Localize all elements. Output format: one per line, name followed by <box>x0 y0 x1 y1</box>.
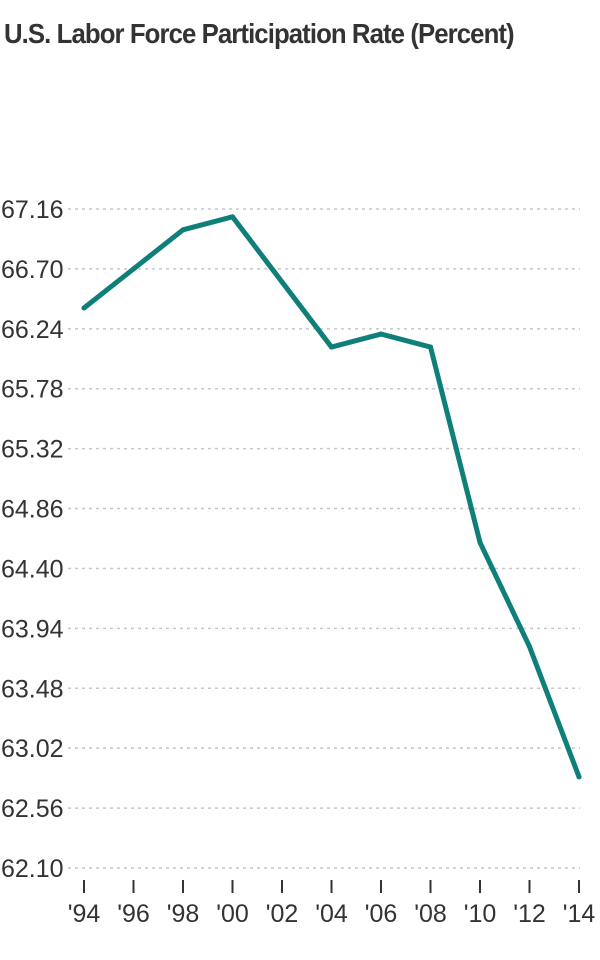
x-tick-label: '12 <box>513 900 546 928</box>
x-tick-label: '02 <box>266 900 299 928</box>
data-point <box>81 305 87 311</box>
data-point <box>428 344 433 350</box>
x-tick-label: '94 <box>68 900 101 928</box>
y-tick-label: 65.78 <box>1 376 64 404</box>
series-group <box>81 214 582 780</box>
y-tick-label: 63.94 <box>1 615 64 643</box>
y-tick-label: 66.24 <box>1 316 64 344</box>
x-tick-label: '08 <box>414 900 447 928</box>
x-tick-label: '06 <box>365 900 398 928</box>
data-point <box>279 279 285 285</box>
data-point <box>576 774 582 780</box>
x-tick-label: '10 <box>464 900 497 928</box>
x-tick-label: '98 <box>167 900 200 928</box>
data-point <box>477 539 483 545</box>
chart-title: U.S. Labor Force Participation Rate (Per… <box>4 18 515 49</box>
data-point <box>527 644 532 650</box>
x-tick-label: '04 <box>315 900 348 928</box>
y-tick-label: 63.02 <box>1 735 64 763</box>
y-tick-label: 64.40 <box>1 555 64 583</box>
gridlines <box>68 208 580 869</box>
data-point <box>378 331 384 337</box>
y-tick-label: 65.32 <box>1 436 64 464</box>
y-tick-label: 62.10 <box>1 855 64 883</box>
series-line <box>81 214 582 780</box>
x-tick-label: '00 <box>216 900 249 928</box>
y-tick-label: 63.48 <box>1 675 64 703</box>
y-tick-label: 64.86 <box>1 496 64 524</box>
x-axis: '94 '96 '98 '00 '02 '04 '06 '08 '10 '12 '14 <box>68 880 596 928</box>
data-point <box>329 344 334 350</box>
data-point <box>180 227 186 233</box>
x-tick-label: '96 <box>117 900 150 928</box>
y-axis-tick-labels: 62.10 62.56 63.02 63.48 63.94 64.40 64.86 65.32… <box>1 196 64 883</box>
data-point <box>131 266 136 272</box>
x-tick-label: '14 <box>563 900 596 928</box>
y-tick-label: 62.56 <box>1 795 64 823</box>
data-point <box>230 214 235 220</box>
y-tick-label: 66.70 <box>1 256 64 284</box>
y-tick-label: 67.16 <box>1 196 64 224</box>
